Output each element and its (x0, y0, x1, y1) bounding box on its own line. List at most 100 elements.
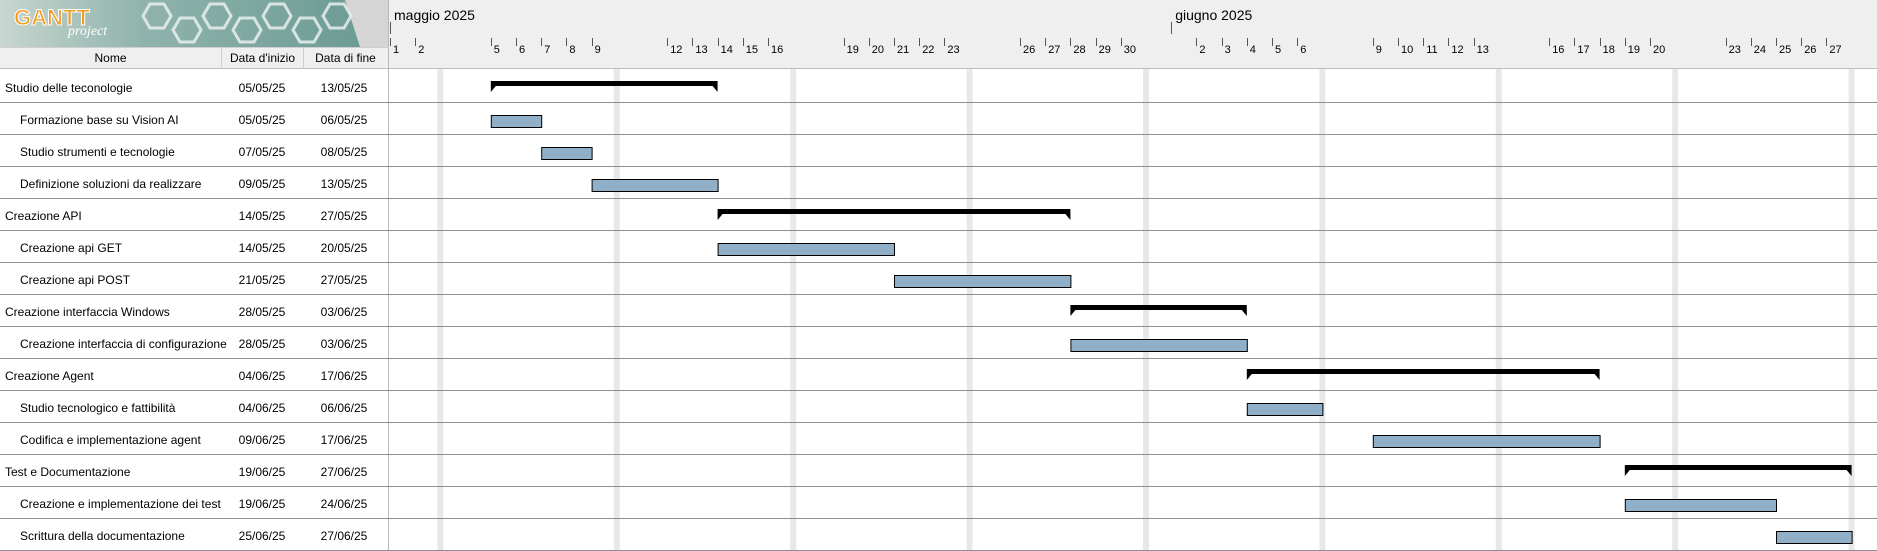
task-row[interactable]: Creazione api POST 21/05/25 27/05/25 (0, 263, 1877, 295)
summary-bar[interactable] (490, 81, 718, 92)
task-name[interactable]: Studio strumenti e tecnologie (20, 145, 175, 159)
task-row[interactable]: Creazione interfaccia di configurazione 2… (0, 327, 1877, 359)
task-bar[interactable] (490, 115, 543, 128)
task-end-date[interactable]: 27/06/25 (320, 529, 368, 543)
summary-bar[interactable] (717, 209, 1071, 220)
day-tick (1095, 38, 1097, 46)
task-name[interactable]: Creazione API (5, 209, 82, 223)
task-name[interactable]: Codifica e implementazione agent (20, 433, 201, 447)
task-start-date[interactable]: 07/05/25 (238, 145, 286, 159)
task-start-date[interactable]: 28/05/25 (238, 305, 286, 319)
summary-bar[interactable] (1246, 369, 1600, 380)
day-tick (1020, 38, 1021, 46)
summary-bar[interactable] (1624, 465, 1852, 476)
task-row-summary[interactable]: Creazione interfaccia Windows 28/05/25 03/… (0, 295, 1877, 327)
summary-bar[interactable] (1070, 305, 1247, 316)
task-name[interactable]: Creazione e implementazione dei test (20, 497, 221, 511)
task-row[interactable]: Creazione e implementazione dei test 19/0… (0, 487, 1877, 519)
task-bar[interactable] (717, 243, 895, 256)
task-end-date[interactable]: 06/06/25 (320, 401, 368, 415)
task-row[interactable]: Creazione api GET 14/05/25 20/05/25 (0, 231, 1877, 263)
task-row-summary[interactable]: Studio delle teconologie 05/05/25 13/05/25 (0, 71, 1877, 103)
day-label: 13 (1476, 44, 1489, 56)
task-row[interactable]: Definizione soluzioni da realizzare 09/05… (0, 167, 1877, 199)
task-name[interactable]: Studio delle teconologie (5, 81, 133, 95)
task-end-date[interactable]: 27/05/25 (320, 209, 368, 223)
day-tick (1120, 38, 1122, 46)
task-start-date[interactable]: 25/06/25 (238, 529, 286, 543)
day-label: 22 (922, 44, 935, 56)
task-row-summary[interactable]: Test e Documentazione 19/06/25 27/06/25 (0, 455, 1877, 487)
task-name[interactable]: Definizione soluzioni da realizzare (20, 177, 202, 191)
day-tick (415, 38, 417, 46)
task-row[interactable]: Formazione base su Vision AI 05/05/25 06/0… (0, 103, 1877, 135)
task-start-date[interactable]: 19/06/25 (238, 497, 286, 511)
task-bar[interactable] (1624, 499, 1778, 512)
day-tick (490, 38, 492, 46)
day-label: 19 (846, 44, 859, 56)
column-header-end[interactable]: Data di fine (315, 51, 376, 65)
column-header-start[interactable]: Data d'inizio (222, 48, 304, 69)
task-start-date[interactable]: 09/06/25 (238, 433, 286, 447)
task-name[interactable]: Creazione api POST (20, 273, 131, 287)
day-tick (692, 38, 694, 46)
task-bar[interactable] (591, 179, 719, 192)
day-tick (1423, 38, 1425, 46)
task-name[interactable]: Creazione api GET (20, 241, 123, 255)
task-name[interactable]: Test e Documentazione (5, 465, 131, 479)
task-start-date[interactable]: 05/05/25 (238, 81, 286, 95)
task-end-date[interactable]: 13/05/25 (320, 177, 368, 191)
task-name[interactable]: Formazione base su Vision AI (20, 113, 179, 127)
task-start-date[interactable]: 21/05/25 (238, 273, 286, 287)
task-end-date[interactable]: 27/06/25 (320, 465, 368, 479)
day-tick (944, 38, 946, 46)
task-end-date[interactable]: 20/05/25 (320, 241, 368, 255)
task-start-date[interactable]: 05/05/25 (238, 113, 286, 127)
task-row[interactable]: Studio strumenti e tecnologie 07/05/25 08/… (0, 135, 1877, 167)
task-bar[interactable] (894, 275, 1072, 288)
task-start-date[interactable]: 14/05/25 (238, 241, 286, 255)
task-name[interactable]: Studio tecnologico e fattibilità (20, 401, 176, 415)
task-row[interactable]: Codifica e implementazione agent 09/06/25… (0, 423, 1877, 455)
task-bar[interactable] (541, 147, 593, 160)
task-end-date[interactable]: 24/06/25 (320, 497, 368, 511)
task-start-date[interactable]: 28/05/25 (238, 337, 286, 351)
day-tick (1045, 38, 1047, 46)
task-start-date[interactable]: 04/06/25 (238, 369, 286, 383)
task-start-date[interactable]: 19/06/25 (238, 465, 286, 479)
column-header-name[interactable]: Nome (0, 48, 222, 69)
task-bar[interactable] (1070, 339, 1248, 352)
task-end-date[interactable]: 08/05/25 (320, 145, 368, 159)
task-end-date[interactable]: 17/06/25 (320, 433, 368, 447)
task-name[interactable]: Scrittura della documentazione (20, 529, 185, 543)
day-tick (1725, 38, 1727, 46)
day-label: 27 (1829, 44, 1842, 56)
task-end-date[interactable]: 06/05/25 (320, 113, 368, 127)
month-label: maggio 2025 (394, 7, 475, 23)
task-start-date[interactable]: 14/05/25 (238, 209, 286, 223)
task-end-date[interactable]: 03/06/25 (320, 337, 368, 351)
task-end-date[interactable]: 03/06/25 (320, 305, 368, 319)
day-label: 21 (897, 44, 910, 56)
task-start-date[interactable]: 04/06/25 (238, 401, 286, 415)
day-tick (1372, 38, 1374, 46)
day-tick (1776, 38, 1777, 46)
task-row-summary[interactable]: Creazione Agent 04/06/25 17/06/25 (0, 359, 1877, 391)
task-name[interactable]: Creazione Agent (5, 369, 94, 383)
task-end-date[interactable]: 27/05/25 (320, 273, 368, 287)
task-row[interactable]: Studio tecnologico e fattibilità 04/06/25… (0, 391, 1877, 423)
task-bar[interactable] (1372, 435, 1601, 448)
task-row[interactable]: Scrittura della documentazione 25/06/25 27… (0, 519, 1877, 551)
task-name[interactable]: Creazione interfaccia Windows (5, 305, 170, 319)
task-name[interactable]: Creazione interfaccia di configurazione (20, 337, 227, 351)
app-logo: GANTT project (0, 0, 388, 47)
task-end-date[interactable]: 13/05/25 (320, 81, 368, 95)
task-bar[interactable] (1246, 403, 1324, 416)
task-start-date[interactable]: 09/05/25 (238, 177, 286, 191)
task-bar[interactable] (1776, 531, 1853, 544)
task-row-summary[interactable]: Creazione API 14/05/25 27/05/25 (0, 199, 1877, 231)
day-label: 20 (871, 44, 885, 56)
month-tick (390, 22, 391, 34)
task-end-date[interactable]: 17/06/25 (320, 369, 368, 383)
